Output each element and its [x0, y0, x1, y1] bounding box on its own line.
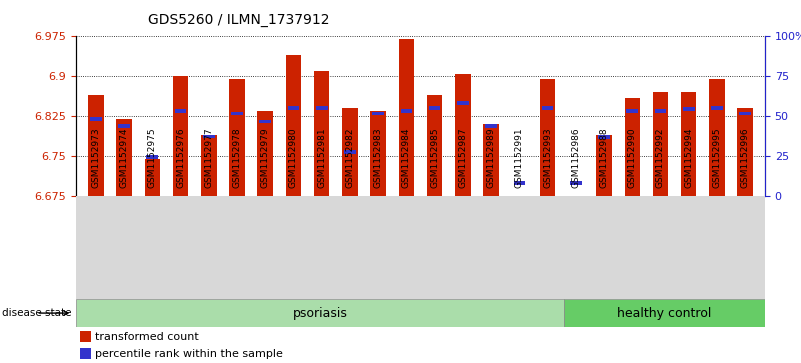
Bar: [596, 135, 612, 196]
Bar: [399, 39, 414, 196]
Bar: [147, 155, 158, 159]
Bar: [80, 331, 91, 342]
Bar: [683, 107, 694, 111]
Bar: [260, 120, 271, 123]
Bar: [739, 112, 751, 115]
Bar: [709, 79, 725, 196]
Bar: [257, 111, 273, 196]
Bar: [625, 98, 640, 196]
Bar: [455, 74, 471, 196]
Bar: [564, 299, 765, 327]
Bar: [76, 299, 564, 327]
Bar: [485, 125, 497, 128]
Bar: [119, 125, 130, 128]
Bar: [80, 348, 91, 359]
Bar: [654, 109, 666, 113]
Bar: [483, 124, 499, 196]
Bar: [316, 106, 328, 110]
Bar: [400, 109, 413, 113]
Bar: [429, 106, 441, 110]
Bar: [738, 108, 753, 196]
Bar: [570, 181, 582, 184]
Bar: [541, 106, 553, 110]
Bar: [288, 106, 300, 110]
Bar: [370, 111, 386, 196]
Text: disease state: disease state: [2, 308, 71, 318]
Bar: [427, 95, 442, 196]
Bar: [342, 108, 358, 196]
Bar: [372, 112, 384, 115]
Bar: [229, 79, 245, 196]
Bar: [203, 135, 215, 138]
Bar: [116, 119, 132, 196]
Bar: [626, 109, 638, 113]
Bar: [457, 101, 469, 105]
Bar: [598, 135, 610, 139]
Bar: [173, 76, 188, 196]
Text: psoriasis: psoriasis: [292, 307, 348, 319]
Bar: [681, 92, 697, 196]
Bar: [175, 109, 187, 113]
Bar: [231, 112, 243, 115]
Bar: [711, 106, 723, 110]
Bar: [286, 55, 301, 196]
Bar: [540, 79, 555, 196]
Text: healthy control: healthy control: [618, 307, 711, 319]
Text: transformed count: transformed count: [95, 331, 199, 342]
Bar: [513, 181, 525, 184]
Bar: [88, 95, 103, 196]
Bar: [90, 117, 102, 121]
Bar: [653, 92, 668, 196]
Text: percentile rank within the sample: percentile rank within the sample: [95, 349, 283, 359]
Bar: [314, 71, 329, 196]
Text: GDS5260 / ILMN_1737912: GDS5260 / ILMN_1737912: [148, 13, 330, 27]
Bar: [201, 135, 216, 196]
Bar: [144, 159, 160, 196]
Bar: [344, 150, 356, 154]
